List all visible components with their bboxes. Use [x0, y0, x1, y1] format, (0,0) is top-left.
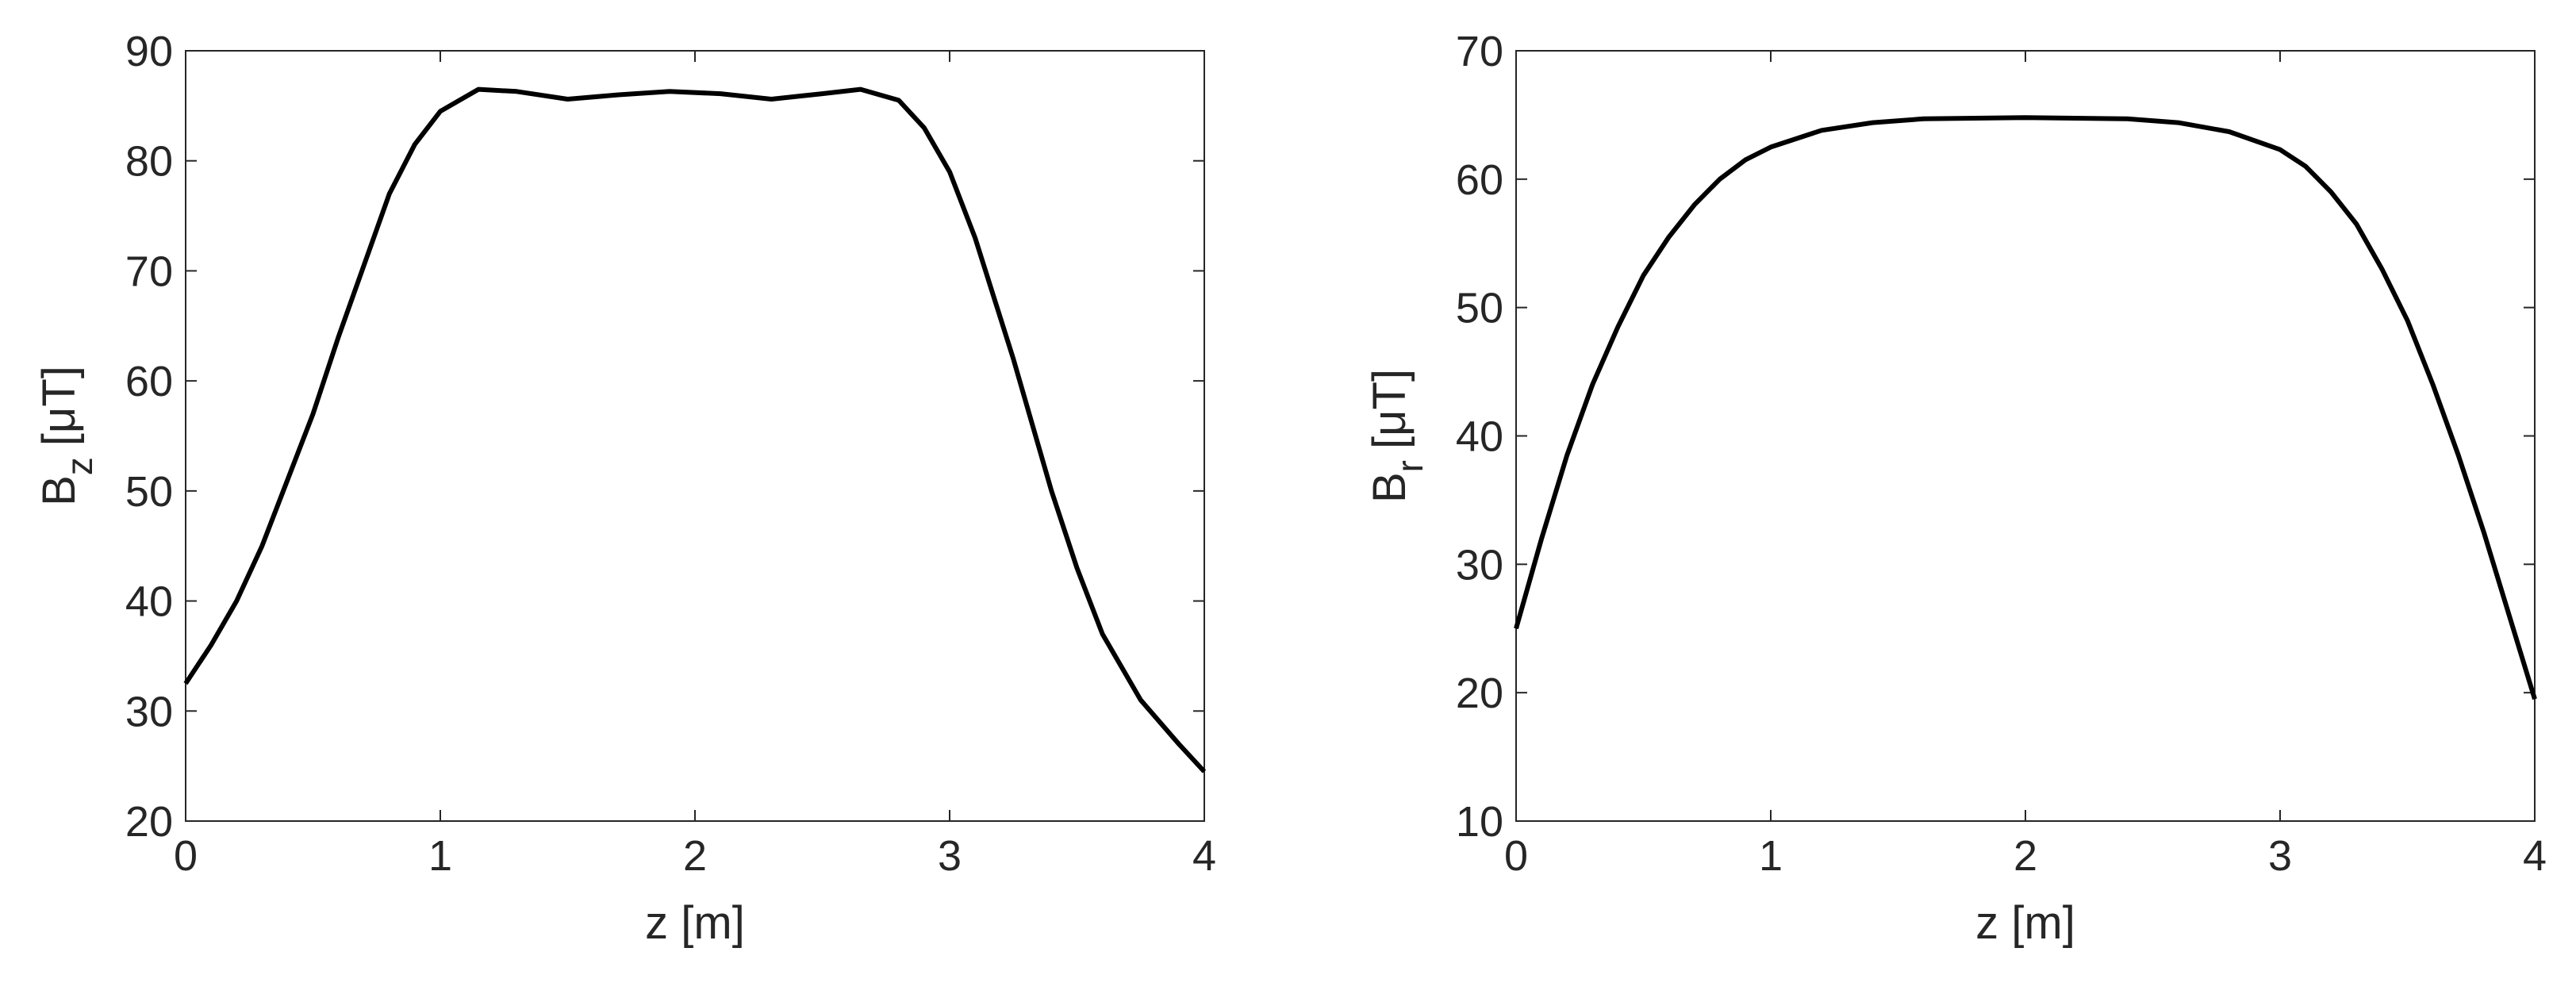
y-axis-label: Br [μT]: [1364, 369, 1430, 503]
y-tick-label: 20: [1456, 670, 1503, 717]
y-axis-label: Bz [μT]: [33, 366, 100, 506]
y-tick-label: 20: [125, 798, 173, 846]
plot-area: [186, 51, 1204, 821]
x-tick-label: 2: [2014, 832, 2037, 880]
y-tick-label: 10: [1456, 798, 1503, 846]
y-tick-label: 30: [1456, 541, 1503, 589]
x-tick-label: 0: [1504, 832, 1528, 880]
x-tick-label: 4: [1192, 832, 1216, 880]
x-tick-label: 1: [428, 832, 452, 880]
y-tick-label: 30: [125, 688, 173, 735]
plot-area: [1516, 51, 2535, 821]
y-tick-label: 70: [125, 248, 173, 295]
x-tick-label: 3: [2268, 832, 2292, 880]
y-axis-label-sub: r: [1389, 460, 1430, 472]
y-axis-label-sub: z: [59, 457, 100, 475]
x-axis-label: z [m]: [645, 897, 745, 949]
y-axis-label-unit: [μT]: [1364, 369, 1415, 449]
x-axis-label: z [m]: [1975, 897, 2075, 949]
x-tick-label: 0: [174, 832, 198, 880]
y-axis-label-unit: [μT]: [33, 366, 85, 446]
y-tick-label: 50: [125, 468, 173, 516]
y-tick-label: 80: [125, 138, 173, 186]
y-tick-label: 60: [1456, 156, 1503, 204]
y-tick-label: 70: [1456, 28, 1503, 75]
x-tick-label: 1: [1759, 832, 1783, 880]
y-tick-label: 90: [125, 28, 173, 75]
y-tick-label: 40: [1456, 413, 1503, 461]
y-tick-label: 60: [125, 358, 173, 405]
y-axis-label-main: B: [1364, 472, 1415, 503]
x-tick-label: 3: [938, 832, 962, 880]
y-tick-label: 50: [1456, 285, 1503, 332]
x-tick-label: 2: [683, 832, 707, 880]
y-tick-label: 40: [125, 578, 173, 626]
x-tick-label: 4: [2523, 832, 2547, 880]
y-axis-label-main: B: [33, 475, 85, 506]
